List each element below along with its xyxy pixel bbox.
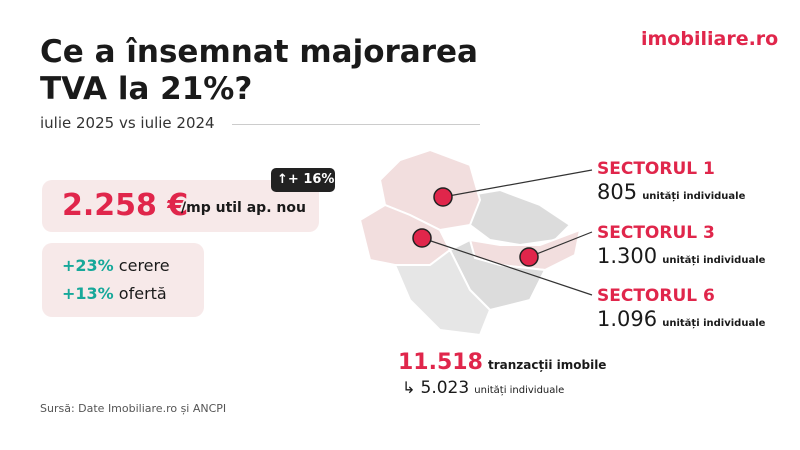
price-value: 2.258 € — [62, 188, 189, 223]
sector-value: 1.300 — [597, 244, 658, 268]
sector-5 — [393, 248, 492, 337]
subtitle: iulie 2025 vs iulie 2024 — [40, 114, 215, 132]
sector-unit: unități individuale — [662, 318, 766, 329]
title: Ce a însemnat majorarea TVA la 21%? — [40, 34, 478, 108]
sector-2 — [469, 188, 572, 247]
sector-unit: unități individuale — [642, 191, 746, 202]
badge-text: + 16% — [287, 172, 335, 187]
stat-label: ofertă — [118, 284, 167, 303]
sector-dot — [412, 228, 432, 248]
sector-name: SECTORUL 1 — [597, 159, 715, 179]
sector-stat: 1.096 unități individuale — [597, 307, 765, 331]
sector-name: SECTORUL 3 — [597, 223, 715, 243]
sector-stat: 805 unități individuale — [597, 180, 745, 204]
stats-box — [42, 243, 204, 317]
sector-value: 1.096 — [597, 307, 658, 331]
total: 11.518 tranzacții imobile — [398, 350, 606, 375]
sector-dot — [433, 187, 453, 207]
stat-label: cerere — [118, 256, 170, 275]
sector-name: SECTORUL 6 — [597, 286, 715, 306]
logo: imobiliare.ro — [641, 28, 779, 50]
sector-unit: unități individuale — [662, 255, 766, 266]
leader-line — [528, 231, 593, 258]
leader-line — [421, 237, 593, 296]
sector-dot — [519, 247, 539, 267]
total-value: 11.518 — [398, 350, 483, 375]
title-line: Ce a însemnat majorarea — [40, 34, 478, 70]
sub-value: 5.023 — [420, 378, 470, 398]
total-label: tranzacții imobile — [488, 358, 607, 372]
sector-stat: 1.300 unități individuale — [597, 244, 765, 268]
total-sub: ↳ 5.023 unități individuale — [402, 378, 565, 398]
stat: +13% ofertă — [62, 284, 167, 303]
price-unit: /mp util ap. nou — [181, 200, 306, 216]
sector-value: 805 — [597, 180, 638, 204]
sub-label: unități individuale — [474, 385, 565, 396]
leader-line — [442, 169, 593, 198]
source: Sursă: Date Imobiliare.ro și ANCPI — [40, 402, 227, 415]
divider — [232, 124, 480, 125]
stat-value: +13% — [62, 284, 114, 303]
badge: ↑+ 16% — [271, 168, 335, 192]
stat: +23% cerere — [62, 256, 170, 275]
title-line: TVA la 21%? — [40, 71, 253, 107]
stat-value: +23% — [62, 256, 114, 275]
